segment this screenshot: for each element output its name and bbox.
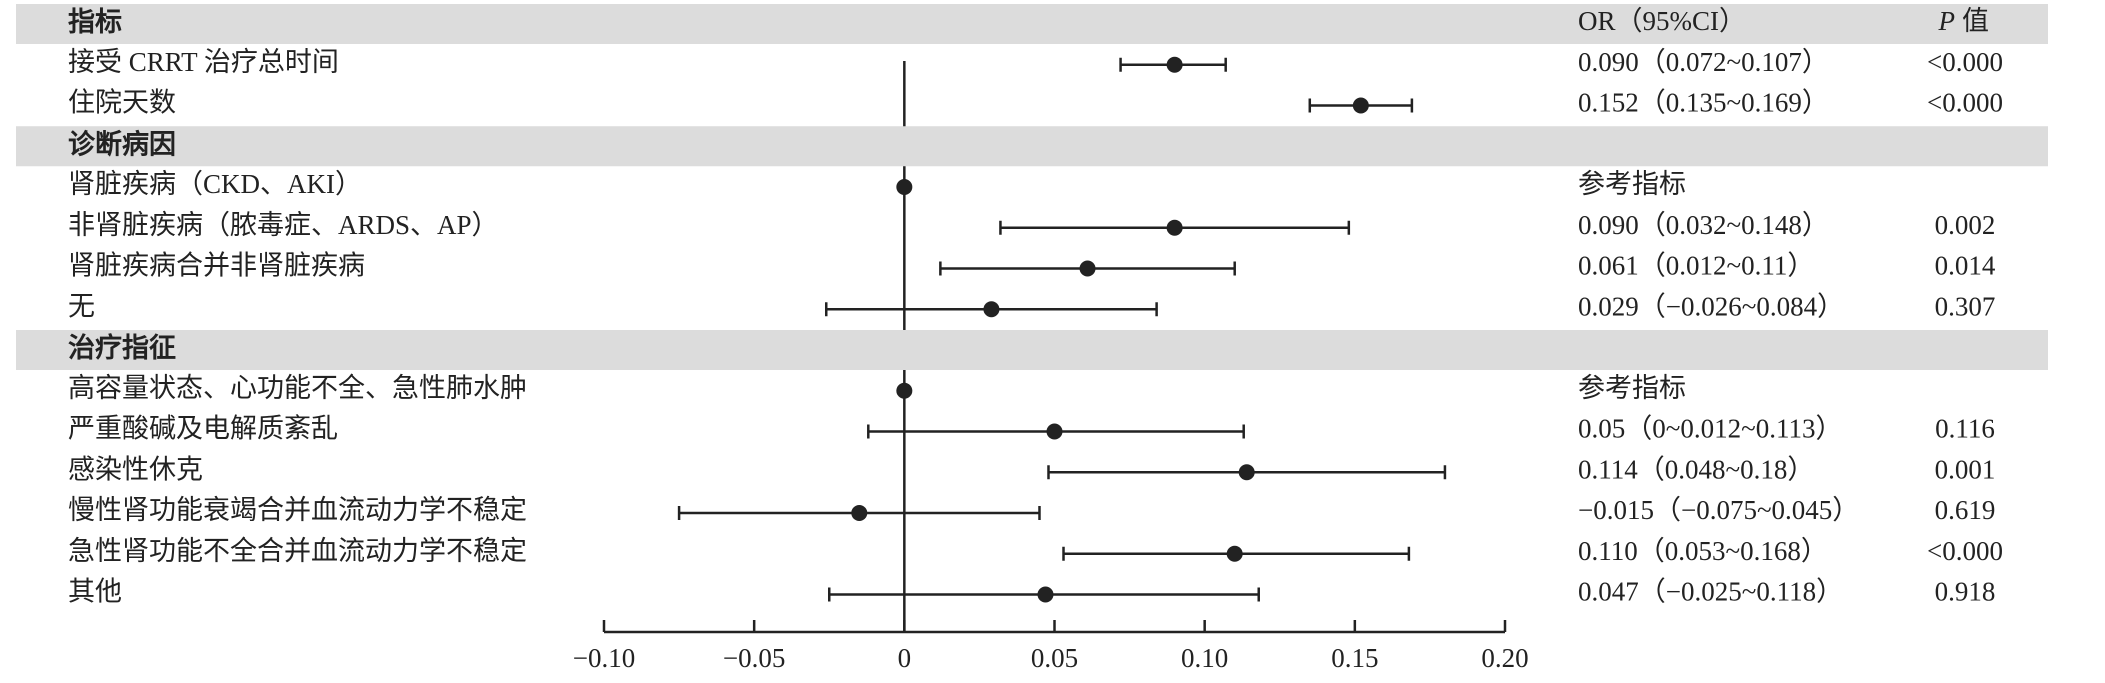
x-tick-label: 0.20 xyxy=(1481,643,1528,673)
p-value: 0.002 xyxy=(1935,210,1996,240)
p-value: <0.000 xyxy=(1927,88,2003,118)
p-value: 0.116 xyxy=(1935,414,1995,444)
row-label: 肾脏疾病（CKD、AKI） xyxy=(68,169,362,199)
estimate-dot xyxy=(896,179,913,195)
header-p-word: 值 xyxy=(1962,6,1989,36)
reference-note: 参考指标 xyxy=(1578,169,1686,199)
p-value: 0.014 xyxy=(1935,251,1996,281)
x-tick-label: 0 xyxy=(898,643,912,673)
ci-label: 0.152（0.135~0.169） xyxy=(1578,88,1829,118)
estimate-dot xyxy=(1037,586,1054,603)
ci-label: −0.015（−0.075~0.045） xyxy=(1578,495,1859,525)
p-value: 0.918 xyxy=(1935,577,1996,607)
row-label: 慢性肾功能衰竭合并血流动力学不稳定 xyxy=(68,495,527,525)
estimate-dot xyxy=(983,301,1000,318)
estimate-dot xyxy=(1166,219,1183,236)
estimate-dot xyxy=(1079,260,1096,277)
ci-label: 0.061（0.012~0.11） xyxy=(1578,251,1814,281)
x-tick-label: −0.05 xyxy=(723,643,785,673)
ci-label: 0.029（−0.026~0.084） xyxy=(1578,291,1844,321)
p-value: <0.000 xyxy=(1927,47,2003,77)
section-label: 诊断病因 xyxy=(68,128,176,159)
header-ci: OR（95%CI） xyxy=(1578,6,1746,36)
estimate-dot xyxy=(1046,423,1063,440)
ci-label: 0.110（0.053~0.168） xyxy=(1578,536,1828,566)
row-label: 无 xyxy=(68,291,95,321)
estimate-dot xyxy=(851,505,868,521)
reference-note: 参考指标 xyxy=(1578,373,1686,403)
header-band xyxy=(16,4,2048,44)
ci-label: 0.05（0~0.012~0.113） xyxy=(1578,414,1842,444)
section-label: 治疗指征 xyxy=(68,332,176,363)
header-label: 指标 xyxy=(68,7,122,37)
x-tick-label: 0.10 xyxy=(1181,643,1228,673)
x-tick-label: −0.10 xyxy=(573,643,635,673)
estimate-dot xyxy=(1226,545,1243,562)
estimate-dot xyxy=(1352,97,1369,114)
x-tick-label: 0.15 xyxy=(1331,643,1378,673)
row-label: 感染性休克 xyxy=(68,454,203,484)
row-label: 接受 CRRT 治疗总时间 xyxy=(68,47,339,77)
row-label: 其他 xyxy=(68,577,122,607)
p-value: 0.619 xyxy=(1935,495,1996,525)
row-label: 高容量状态、心功能不全、急性肺水肿 xyxy=(68,373,527,403)
row-label: 住院天数 xyxy=(68,88,176,118)
p-value: 0.307 xyxy=(1935,291,1996,321)
ci-label: 0.047（−0.025~0.118） xyxy=(1578,577,1843,607)
p-value: 0.001 xyxy=(1935,454,1996,484)
section-band xyxy=(16,330,2048,370)
header-p-symbol: P xyxy=(1938,6,1956,36)
x-tick-label: 0.05 xyxy=(1031,643,1078,673)
estimate-dot xyxy=(896,382,913,399)
row-label: 肾脏疾病合并非肾脏疾病 xyxy=(68,251,365,281)
row-label: 非肾脏疾病（脓毒症、ARDS、AP） xyxy=(68,210,499,240)
estimate-dot xyxy=(1166,56,1183,73)
row-label: 严重酸碱及电解质紊乱 xyxy=(68,414,338,444)
ci-label: 0.090（0.072~0.107） xyxy=(1578,47,1829,77)
p-value: <0.000 xyxy=(1927,536,2003,566)
estimate-dot xyxy=(1238,464,1255,481)
section-band xyxy=(16,126,2048,167)
row-label: 急性肾功能不全合并血流动力学不稳定 xyxy=(68,536,527,566)
ci-label: 0.114（0.048~0.18） xyxy=(1578,454,1814,484)
ci-label: 0.090（0.032~0.148） xyxy=(1578,210,1829,240)
